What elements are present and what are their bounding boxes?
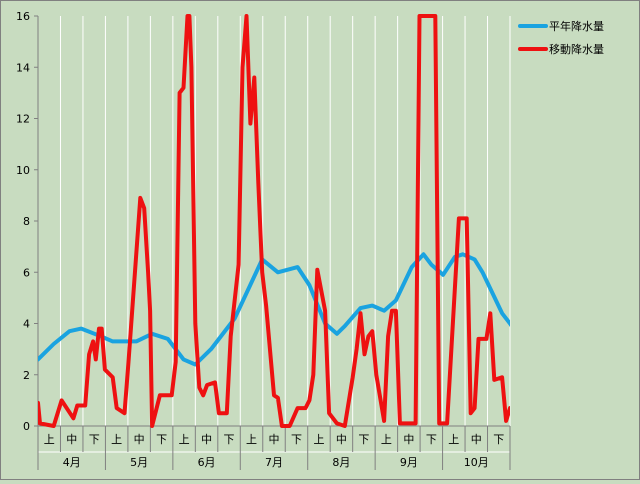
x-period-label: 中 — [336, 433, 347, 446]
y-tick-label: 2 — [23, 369, 30, 382]
x-period-label: 中 — [201, 433, 212, 446]
y-tick-label: 6 — [23, 266, 30, 279]
legend-label: 平年降水量 — [549, 19, 604, 33]
data-series — [38, 14, 510, 428]
y-tick-label: 10 — [16, 164, 30, 177]
axes: 0246810121416上中下上中下上中下上中下上中下上中下上中下4月 5月 6月… — [16, 10, 511, 470]
x-period-label: 中 — [66, 433, 77, 446]
x-period-label: 上 — [44, 433, 55, 446]
x-period-label: 下 — [224, 433, 235, 446]
x-period-label: 下 — [426, 433, 437, 446]
y-tick-label: 16 — [16, 10, 30, 23]
x-month-label: 7月 — [265, 456, 283, 469]
x-period-label: 下 — [493, 433, 504, 446]
legend-label: 移動降水量 — [549, 42, 604, 56]
x-period-label: 上 — [381, 433, 392, 446]
x-month-label: 5月 — [130, 456, 148, 469]
x-period-label: 上 — [313, 433, 324, 446]
x-month-label: 8月 — [332, 456, 350, 469]
y-tick-label: 0 — [23, 420, 30, 433]
x-month-label: 10月 — [464, 456, 489, 469]
x-month-label: 9月 — [400, 456, 418, 469]
plot-background — [38, 16, 510, 426]
x-period-label: 下 — [291, 433, 302, 446]
x-period-label: 上 — [246, 433, 257, 446]
y-tick-label: 8 — [23, 215, 30, 228]
x-period-label: 上 — [448, 433, 459, 446]
x-period-label: 中 — [269, 433, 280, 446]
x-period-label: 下 — [156, 433, 167, 446]
x-period-label: 下 — [89, 433, 100, 446]
x-period-label: 中 — [403, 433, 414, 446]
x-period-label: 上 — [111, 433, 122, 446]
x-period-label: 中 — [471, 433, 482, 446]
x-period-label: 下 — [358, 433, 369, 446]
y-tick-label: 14 — [16, 61, 30, 74]
x-month-label: 4月 — [63, 456, 81, 469]
y-tick-label: 12 — [16, 113, 30, 126]
x-period-label: 上 — [179, 433, 190, 446]
x-month-label: 6月 — [198, 456, 216, 469]
series-line-normal — [38, 252, 510, 367]
plot-area — [38, 16, 511, 426]
series-line-moving — [38, 14, 510, 428]
y-tick-label: 4 — [23, 318, 30, 331]
x-period-label: 中 — [134, 433, 145, 446]
